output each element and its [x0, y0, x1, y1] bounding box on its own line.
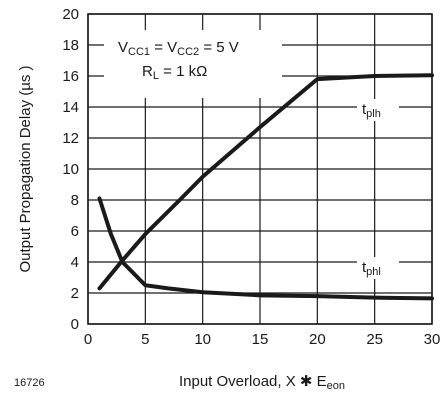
condition-text-part: = 1 kΩ [159, 63, 207, 80]
condition-text-part: L [153, 70, 159, 82]
x-axis-label-subscript: eon [327, 380, 345, 392]
y-tick-label: 20 [62, 6, 79, 23]
y-tick-label: 2 [71, 285, 79, 302]
x-tick-label: 20 [309, 331, 326, 348]
y-tick-label: 4 [71, 254, 79, 271]
series-label-subscript: plh [366, 108, 381, 120]
y-tick-label: 12 [62, 130, 79, 147]
condition-text-part: CC1 [128, 46, 150, 58]
figure-id: 16726 [14, 377, 45, 389]
series-label-plh: tplh [362, 101, 381, 120]
condition-text-part: = 5 V [199, 39, 239, 56]
y-tick-label: 16 [62, 68, 79, 85]
y-tick-label: 6 [71, 223, 79, 240]
x-tick-label: 0 [84, 331, 92, 348]
chart-grid [87, 13, 433, 325]
x-axis-label-symbol: ✱ [300, 373, 317, 390]
chart-labels: 0 5 10 15 20 25 30 0 2 4 6 8 10 12 14 16 18 20 VCC1 = VCC2… [14, 6, 440, 392]
x-tick-label: 30 [424, 331, 441, 348]
series-label-subscript: phl [366, 266, 381, 278]
chart-series [97, 73, 434, 301]
condition-text: VCC1 = VCC2 = 5 V [118, 39, 239, 58]
series-label-base: t [362, 259, 367, 276]
series-label-base: t [362, 101, 367, 118]
conditions-background [104, 30, 282, 98]
y-axis-label: Output Propagation Delay (µs ) [17, 65, 34, 272]
x-axis-label: Input Overload, X ✱ Eeon [179, 373, 345, 392]
series-line-phl [97, 196, 434, 301]
x-tick-label: 25 [366, 331, 383, 348]
y-tick-label: 14 [62, 99, 79, 116]
plot-frame [87, 13, 433, 325]
x-tick-label: 10 [194, 331, 211, 348]
series-label-background [357, 257, 399, 279]
x-axis-label-main: Input Overload, X [179, 373, 300, 390]
condition-text-part: CC2 [177, 46, 199, 58]
y-tick-label: 0 [71, 316, 79, 333]
condition-text: RL = 1 kΩ [142, 63, 207, 82]
condition-text-part: V [118, 39, 128, 56]
x-tick-label: 5 [141, 331, 149, 348]
series-line-plh [97, 73, 434, 291]
series-label-background [357, 99, 399, 121]
x-axis-label-var: E [317, 373, 327, 390]
series-label-phl: tphl [362, 259, 381, 278]
y-tick-label: 8 [71, 192, 79, 209]
condition-text-part: = V [150, 39, 177, 56]
y-tick-label: 18 [62, 37, 79, 54]
x-tick-label: 15 [252, 331, 269, 348]
condition-text-part: R [142, 63, 153, 80]
y-tick-label: 10 [62, 161, 79, 178]
